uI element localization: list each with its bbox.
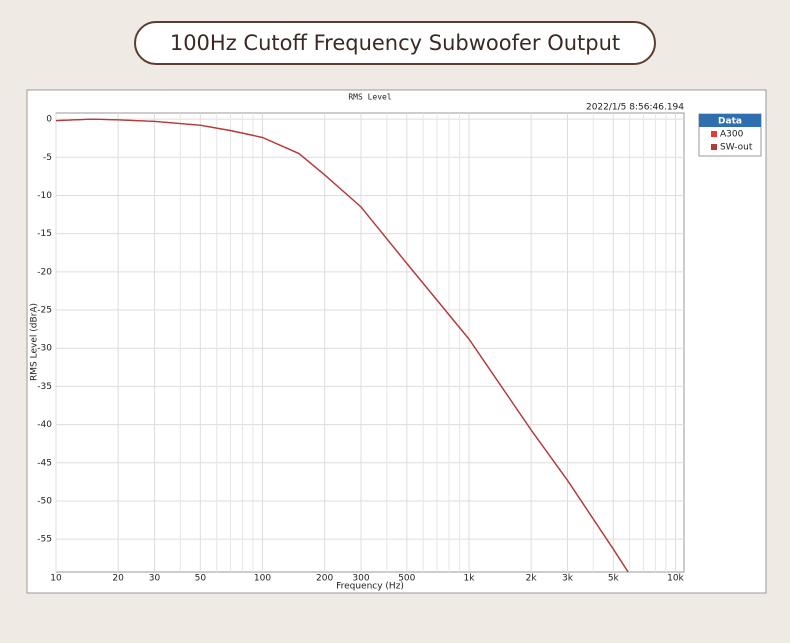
y-tick-label: -10 [37, 191, 52, 201]
x-tick-label: 200 [316, 574, 333, 584]
chart-title: RMS Level [348, 93, 392, 102]
x-tick-label: 30 [149, 574, 161, 584]
x-tick-label: 10 [50, 574, 62, 584]
x-tick-label: 100 [254, 574, 271, 584]
y-tick-label: -35 [37, 382, 52, 392]
grid: 0 -5 -10 -15 -20 -25 -30 -35 -40 -45 -50 -55 10 20 30 5… [37, 113, 685, 584]
legend-header [699, 114, 761, 127]
timestamp: 2022/1/5 8:56:46.194 [586, 103, 684, 113]
x-tick-label: 300 [352, 574, 369, 584]
x-tick-label: 20 [112, 574, 124, 584]
y-tick-label: -50 [37, 496, 52, 506]
legend-swatch [711, 131, 717, 137]
y-tick-label: -20 [37, 267, 52, 277]
y-tick-label: -25 [37, 306, 52, 316]
y-axis-label: RMS Level (dBrA) [30, 303, 40, 381]
legend-swatch [711, 144, 717, 150]
x-tick-label: 1k [463, 574, 475, 584]
plot-area [55, 112, 685, 573]
x-tick-label: 5k [608, 574, 620, 584]
y-tick-label: -30 [37, 344, 52, 354]
y-tick-label: -40 [37, 420, 52, 430]
x-axis-label: Frequency (Hz) [336, 582, 404, 592]
lines [55, 118, 629, 573]
line [55, 118, 629, 573]
x-tick-label: 500 [398, 574, 415, 584]
y-tick-label: 0 [46, 115, 52, 125]
y-tick-label: -45 [37, 458, 52, 468]
title-pill [134, 21, 656, 65]
x-tick-label: 3k [562, 574, 574, 584]
page-title: 100Hz Cutoff Frequency Subwoofer Output [170, 31, 620, 55]
y-tick-label: -55 [37, 535, 52, 545]
legend-label: SW-out [720, 143, 753, 153]
legend: A300 SW-out [711, 130, 753, 153]
x-tick-label: 50 [195, 574, 207, 584]
y-tick-label: -5 [43, 153, 52, 163]
legend-title: Data [718, 117, 742, 127]
x-tick-label: 10k [667, 574, 684, 584]
legend-label: A300 [720, 130, 744, 140]
x-tick-label: 2k [526, 574, 538, 584]
y-tick-label: -15 [37, 229, 52, 239]
